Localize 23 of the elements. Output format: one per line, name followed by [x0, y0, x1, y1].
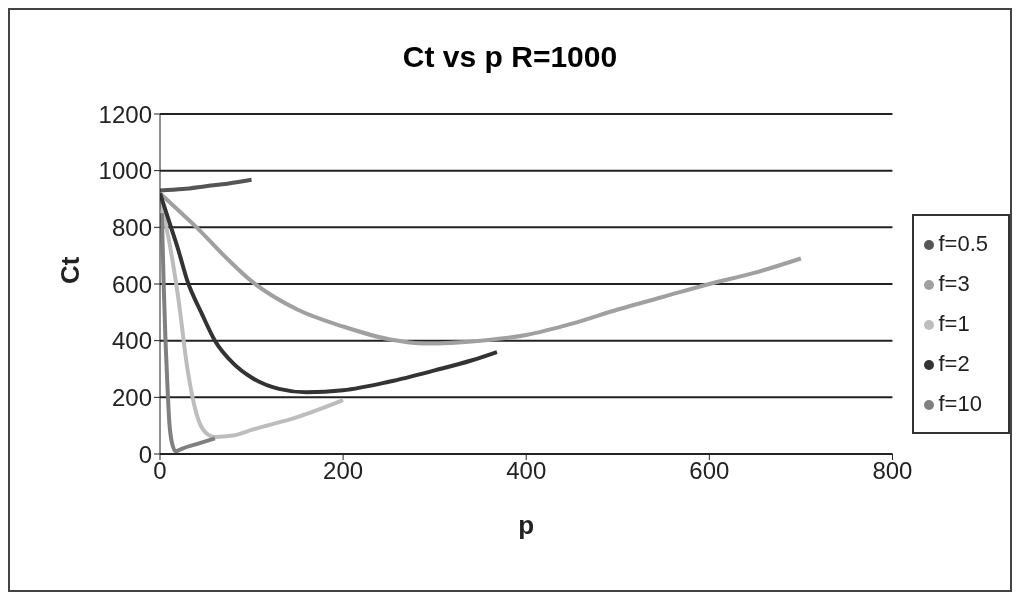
y-tick-label: 600 [111, 270, 152, 298]
y-tick-label: 800 [111, 213, 152, 241]
legend-label: f=2 [938, 351, 970, 376]
y-axis-title: Ct [55, 256, 86, 284]
x-tick-label: 200 [323, 457, 364, 485]
x-axis-title: p [518, 510, 535, 540]
y-tick-label: 1000 [98, 157, 152, 185]
line-series [160, 191, 803, 346]
x-tick-label: 600 [689, 457, 730, 485]
y-tick-label: 200 [111, 383, 152, 411]
y-tick-label: 1200 [98, 100, 152, 128]
legend-label: f=1 [938, 311, 970, 336]
chart-title: Ct vs p R=1000 [401, 40, 619, 74]
y-tick-label: 0 [138, 440, 152, 468]
legend-label: f=10 [938, 391, 982, 416]
x-tick-label: 400 [506, 457, 547, 485]
x-tick-label: 800 [872, 457, 913, 485]
line-series [160, 191, 499, 395]
legend-label: f=0.5 [938, 231, 988, 256]
line-series [160, 211, 217, 454]
legend-label: f=3 [938, 271, 970, 296]
line-series [160, 177, 254, 193]
y-tick-label: 400 [111, 327, 152, 355]
